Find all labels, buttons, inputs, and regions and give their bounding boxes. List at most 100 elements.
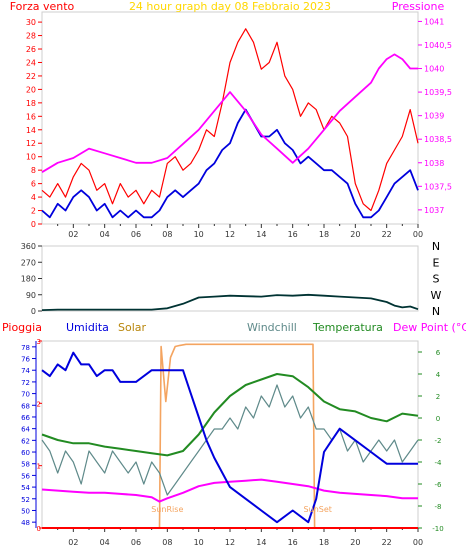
top-x-tick-label: 20 <box>350 230 360 239</box>
bottom-rain-tick-label: 3 <box>37 338 41 346</box>
top-right-tick-label: 1038 <box>424 159 444 168</box>
top-x-tick-label: 02 <box>68 230 78 239</box>
mid-compass-label: W <box>431 289 442 302</box>
top-x-tick-label: 22 <box>382 230 392 239</box>
bottom-panel-frame <box>41 340 419 529</box>
top-left-axis-label: Forza vento <box>10 0 75 13</box>
top-left-tick-label: 12 <box>26 139 36 148</box>
top-panel-frame <box>41 11 419 225</box>
bottom-left-tick-label: 72 <box>21 379 30 387</box>
top-x-tick-label: 12 <box>225 230 235 239</box>
bottom-x-tick-label: 06 <box>131 538 141 547</box>
bottom-x-tick-label: 04 <box>100 538 110 547</box>
top-x-tick-label: 08 <box>162 230 172 239</box>
bottom-x-tick-label: 18 <box>319 538 329 547</box>
top-left-tick-label: 22 <box>26 72 36 81</box>
mid-compass-label: N <box>432 240 440 253</box>
bottom-left-tick-label: 76 <box>21 356 30 364</box>
top-right-tick-label: 1037,5 <box>424 182 452 191</box>
top-left-tick-label: 28 <box>26 32 36 41</box>
bottom-x-tick-label: 10 <box>194 538 204 547</box>
bottom-left-tick-label: 52 <box>21 496 30 504</box>
label-rain: Pioggia <box>2 321 42 334</box>
top-right-tick-label: 1040,5 <box>424 41 452 50</box>
bottom-x-tick-label: 14 <box>256 538 266 547</box>
bottom-left-tick-label: 68 <box>21 402 30 410</box>
top-x-tick-label: 00 <box>413 230 423 239</box>
bottom-left-tick-label: 74 <box>21 367 30 375</box>
bottom-left-tick-label: 48 <box>21 519 30 527</box>
top-right-axis-label: Pressione <box>392 0 445 13</box>
bottom-left-tick-label: 50 <box>21 507 30 515</box>
top-left-tick-label: 8 <box>31 166 36 175</box>
bottom-x-tick-label: 08 <box>162 538 172 547</box>
mid-compass-label: N <box>432 305 440 318</box>
bottom-rain-tick-label: 1 <box>37 463 41 471</box>
label-windchill: Windchill <box>247 321 297 334</box>
bottom-right-tick-label: 4 <box>436 371 441 379</box>
top-x-tick-label: 10 <box>194 230 204 239</box>
top-left-tick-label: 0 <box>31 220 36 229</box>
mid-panel-frame <box>41 245 419 312</box>
top-left-tick-label: 2 <box>31 207 36 216</box>
top-left-tick-label: 4 <box>31 193 36 202</box>
top-left-tick-label: 16 <box>26 112 36 121</box>
bottom-x-tick-label: 12 <box>225 538 235 547</box>
top-left-tick-label: 14 <box>26 126 36 135</box>
bottom-right-tick-label: -6 <box>435 481 443 489</box>
top-x-tick-label: 14 <box>256 230 266 239</box>
top-left-tick-label: 30 <box>26 18 36 27</box>
top-left-tick-label: 20 <box>26 85 36 94</box>
top-left-tick-label: 18 <box>26 99 36 108</box>
sunset-label: SunSet <box>304 505 332 514</box>
top-right-tick-label: 1040 <box>424 65 444 74</box>
top-left-tick-label: 26 <box>26 45 36 54</box>
bottom-left-tick-label: 64 <box>21 426 30 434</box>
top-right-tick-label: 1037 <box>424 206 444 215</box>
label-solar: Solar <box>118 321 147 334</box>
bottom-right-tick-label: 2 <box>436 393 440 401</box>
top-left-tick-label: 6 <box>31 180 36 189</box>
bottom-left-tick-label: 62 <box>21 437 30 445</box>
bottom-right-tick-label: 0 <box>436 415 440 423</box>
label-humidity: Umidita <box>66 321 109 334</box>
mid-left-tick-label: 90 <box>26 291 36 300</box>
mid-left-tick-label: 180 <box>21 275 36 284</box>
top-chart-title: 24 hour graph day 08 Febbraio 2023 <box>129 0 331 13</box>
bottom-x-tick-label: 22 <box>382 538 392 547</box>
bottom-left-tick-label: 56 <box>21 472 30 480</box>
bottom-x-tick-label: 02 <box>68 538 78 547</box>
mid-left-tick-label: 0 <box>31 307 36 316</box>
top-x-tick-label: 06 <box>131 230 141 239</box>
bottom-x-tick-label: 00 <box>413 538 423 547</box>
bottom-left-tick-label: 66 <box>21 414 30 422</box>
series-wind_avg <box>41 108 419 219</box>
top-right-tick-label: 1039,5 <box>424 88 452 97</box>
bottom-right-tick-label: -2 <box>435 437 442 445</box>
bottom-left-tick-label: 78 <box>21 344 30 352</box>
top-left-tick-label: 10 <box>26 153 36 162</box>
bottom-rain-tick-label: 2 <box>37 400 41 408</box>
mid-compass-label: S <box>433 273 440 286</box>
top-left-tick-label: 24 <box>26 58 36 67</box>
label-dewpoint: Dew Point (°C) <box>393 321 466 334</box>
sunrise-label: SunRise <box>151 505 183 514</box>
bottom-rain-tick-label: 0 <box>37 525 41 533</box>
top-x-tick-label: 18 <box>319 230 329 239</box>
bottom-x-tick-label: 16 <box>288 538 298 547</box>
series-humidity <box>41 351 418 524</box>
bottom-right-tick-label: -4 <box>435 459 443 467</box>
label-temperature: Temperatura <box>312 321 383 334</box>
mid-compass-label: E <box>433 256 440 269</box>
bottom-left-tick-label: 70 <box>21 391 30 399</box>
top-right-tick-label: 1039 <box>424 112 444 121</box>
series-temperature <box>41 373 419 457</box>
top-right-tick-label: 1038,5 <box>424 135 452 144</box>
bottom-left-tick-label: 60 <box>21 449 30 457</box>
mid-left-tick-label: 270 <box>21 258 36 267</box>
series-gust <box>41 28 419 212</box>
bottom-right-tick-label: -10 <box>432 525 443 533</box>
bottom-left-tick-label: 54 <box>21 484 30 492</box>
